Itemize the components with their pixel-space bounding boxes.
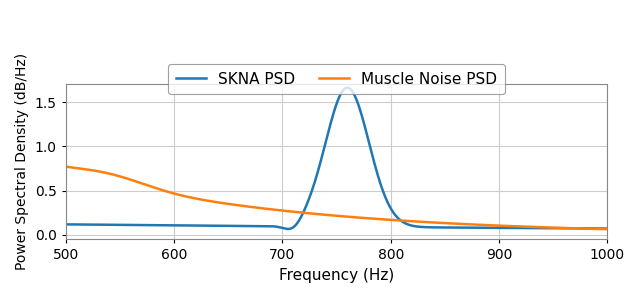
Legend: SKNA PSD, Muscle Noise PSD: SKNA PSD, Muscle Noise PSD [168,64,505,94]
Muscle Noise PSD [156,187,163,191]
X-axis label: Frequency (Hz): Frequency (Hz) [279,268,394,283]
SKNA PSD [604,227,611,230]
SKNA PSD [293,222,301,225]
Muscle Noise PSD [293,210,301,214]
SKNA PSD [593,227,601,230]
SKNA PSD [124,223,131,227]
SKNA PSD [344,86,351,89]
SKNA PSD [535,226,543,230]
Muscle Noise PSD [124,177,131,180]
Muscle Noise PSD [269,208,277,211]
Muscle Noise PSD [534,225,542,229]
SKNA PSD [61,223,69,226]
Y-axis label: Power Spectral Density (dB/Hz): Power Spectral Density (dB/Hz) [15,53,29,271]
Muscle Noise PSD [593,227,600,231]
SKNA PSD [269,224,277,228]
SKNA PSD [156,224,163,227]
Muscle Noise PSD [61,165,69,168]
Line: SKNA PSD: SKNA PSD [65,88,607,229]
SKNA PSD [284,227,292,231]
Line: Muscle Noise PSD: Muscle Noise PSD [65,167,607,229]
Muscle Noise PSD [604,227,611,231]
